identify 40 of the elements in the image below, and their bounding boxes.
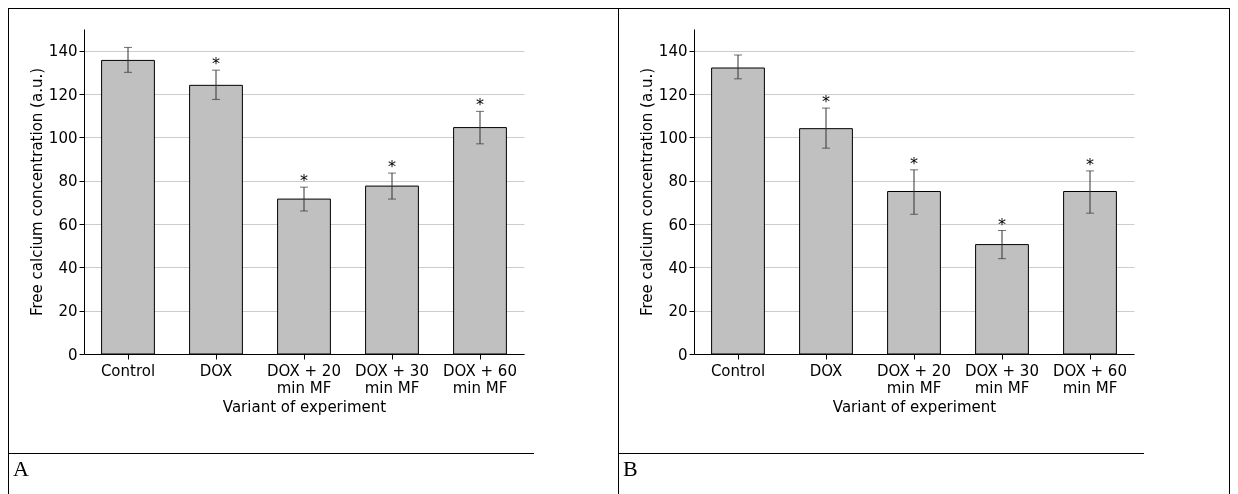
- data-label: *: [476, 95, 484, 115]
- x-tick-label: Control: [100, 361, 156, 380]
- y-tick-label: 60: [668, 215, 688, 234]
- y-tick-label: 80: [58, 172, 78, 191]
- data-label: *: [212, 54, 220, 74]
- y-tick-label: 120: [48, 85, 78, 104]
- x-tick-label: DOX + 20 min MF: [267, 361, 341, 397]
- x-tick-label: DOX + 30 min MF: [965, 361, 1039, 397]
- text: B: [622, 455, 639, 483]
- x-tick-label: DOX: [809, 361, 843, 380]
- y-axis-title: Free calcium concentration (a.u.): [27, 67, 46, 317]
- y-tick-label: 100: [658, 128, 688, 147]
- data-label: *: [388, 157, 396, 177]
- x-axis-title: Variant of experiment: [222, 397, 387, 416]
- x-tick-label: DOX + 30 min MF: [355, 361, 429, 397]
- y-tick-label: 140: [48, 42, 78, 61]
- data-label: *: [300, 171, 308, 191]
- y-tick-label: 0: [67, 345, 78, 364]
- y-tick-label: 100: [48, 128, 78, 147]
- x-tick-label: DOX + 60 min MF: [1053, 361, 1127, 397]
- data-label: *: [822, 92, 830, 112]
- text: A: [12, 455, 30, 483]
- y-axis-title: Free calcium concentration (a.u.): [637, 67, 656, 317]
- y-tick-label: 40: [668, 258, 688, 277]
- x-tick-label: DOX: [199, 361, 233, 380]
- y-tick-label: 40: [58, 258, 78, 277]
- x-tick-label: DOX + 60 min MF: [443, 361, 517, 397]
- y-tick-label: 120: [658, 85, 688, 104]
- data-label: *: [1086, 154, 1094, 174]
- x-tick-label: Control: [710, 361, 766, 380]
- x-axis-title: Variant of experiment: [832, 397, 997, 416]
- y-tick-label: 140: [658, 42, 688, 61]
- data-label: *: [998, 214, 1006, 234]
- y-tick-label: 0: [677, 345, 688, 364]
- y-tick-label: 80: [668, 172, 688, 191]
- y-tick-label: 60: [58, 215, 78, 234]
- data-label: *: [910, 153, 918, 173]
- y-tick-label: 20: [668, 302, 688, 321]
- y-tick-label: 20: [58, 302, 78, 321]
- x-tick-label: DOX + 20 min MF: [877, 361, 951, 397]
